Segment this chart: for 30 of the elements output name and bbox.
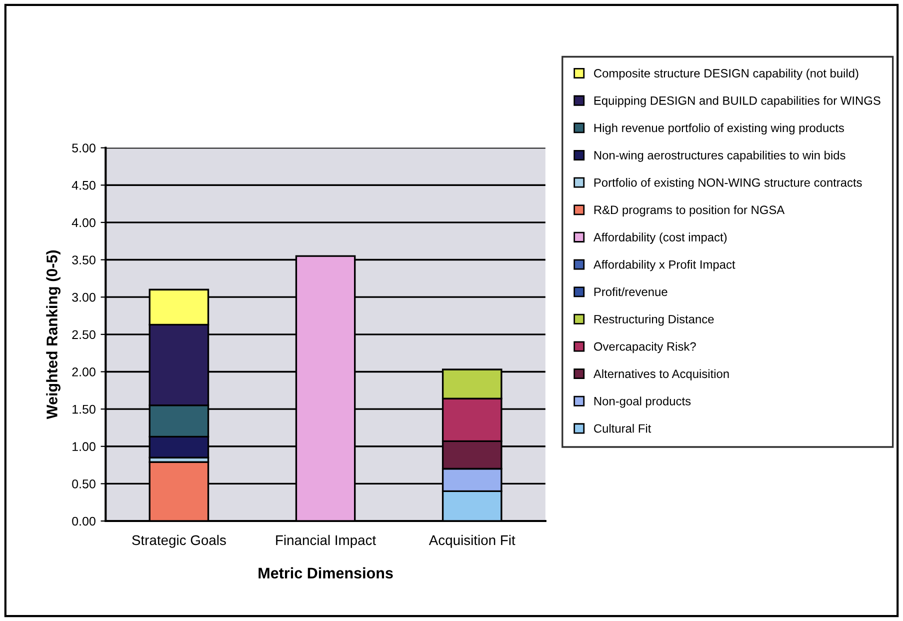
legend-label: Alternatives to Acquisition bbox=[593, 369, 729, 380]
legend-label: High revenue portfolio of existing wing products bbox=[594, 123, 844, 135]
legend-label: Non-wing aerostructures capabilities to win bids bbox=[594, 150, 846, 162]
legend-label: Cultural Fit bbox=[594, 424, 652, 433]
legend-label: Affordability x Profit Impact bbox=[593, 260, 736, 272]
y-tick-label: 2.00 bbox=[72, 368, 96, 376]
y-axis-title: Weighted Ranking (0-5) bbox=[46, 250, 60, 420]
legend-label: Restructuring Distance bbox=[594, 314, 714, 326]
y-tick-label: 1.00 bbox=[72, 442, 96, 452]
legend-label: Portfolio of existing NON-WING structure contracts bbox=[594, 178, 862, 190]
legend-label: Equipping DESIGN and BUILD capabilities for WINGS bbox=[594, 96, 880, 108]
legend-label: Non-goal products bbox=[594, 396, 691, 408]
y-tick-label: 2.50 bbox=[72, 330, 96, 340]
y-tick-label: 0.00 bbox=[72, 516, 96, 526]
x-tick-label: Strategic Goals bbox=[132, 534, 226, 548]
y-tick-label: 0.50 bbox=[72, 480, 96, 488]
y-tick-label: 4.00 bbox=[72, 218, 96, 228]
y-tick-label: 3.50 bbox=[72, 256, 96, 264]
y-tick-label: 5.00 bbox=[72, 144, 96, 152]
legend-label: Affordability (cost impact) bbox=[593, 232, 727, 244]
x-tick-label: Financial Impact bbox=[276, 534, 376, 548]
y-tick-label: 4.50 bbox=[72, 180, 96, 190]
x-axis-title: Metric Dimensions bbox=[258, 567, 393, 579]
x-tick-label: Acquisition Fit bbox=[428, 534, 516, 548]
legend-label: Composite structure DESIGN capability (not build) bbox=[594, 68, 858, 80]
legend-label: Overcapacity Risk? bbox=[594, 342, 696, 354]
legend-label: R&D programs to position for NGSA bbox=[594, 205, 785, 216]
y-tick-label: 1.50 bbox=[72, 404, 96, 414]
y-tick-label: 3.00 bbox=[72, 292, 96, 302]
legend-label: Profit/revenue bbox=[594, 287, 668, 296]
